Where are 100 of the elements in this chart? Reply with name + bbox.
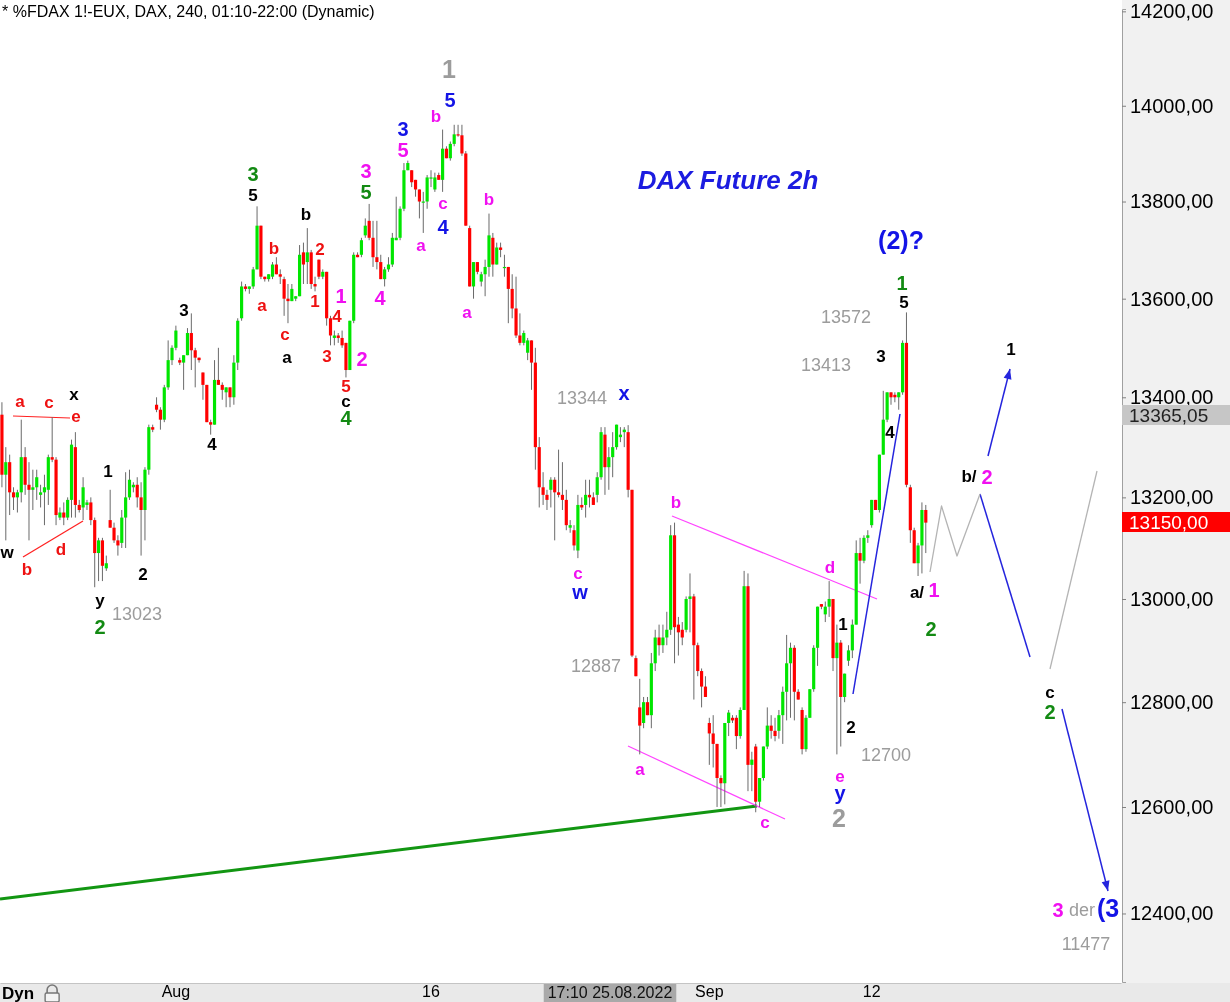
annotation: 3: [360, 160, 372, 182]
annotation: 1: [1006, 339, 1016, 359]
annotation: 2: [315, 240, 325, 260]
annotation: b: [300, 204, 312, 224]
annotation: b: [670, 492, 682, 512]
candlestick: [611, 431, 615, 478]
candlestick: [765, 706, 769, 750]
candlestick: [843, 673, 847, 703]
annotation: 13413: [800, 355, 852, 375]
annotation: a: [635, 759, 646, 779]
annotation: 2: [1044, 701, 1056, 723]
annotation: 1: [335, 285, 347, 307]
candlestick: [549, 476, 553, 508]
candlestick: [657, 624, 661, 657]
candlestick: [572, 524, 576, 552]
x-tick-label: Sep: [695, 983, 724, 1001]
y-tick-label: 14200,00: [1130, 0, 1214, 23]
annotation: 5: [899, 292, 909, 312]
text: 17:10 25.08.2022: [547, 984, 673, 1001]
candlestick: [506, 266, 510, 324]
candlestick: [827, 580, 831, 618]
text: 13150,00: [1129, 511, 1209, 533]
annotation: 11477: [1061, 934, 1111, 954]
annotation: c: [1045, 682, 1055, 702]
candlestick: [529, 339, 534, 391]
annotation: 2: [981, 466, 993, 488]
annotation: w: [571, 581, 589, 603]
annotation: 2: [138, 564, 148, 584]
annotation: a: [15, 392, 26, 412]
candlestick: [228, 386, 232, 408]
candlestick: [688, 572, 692, 633]
candlestick: [835, 624, 839, 755]
candlestick: [889, 391, 893, 406]
candlestick: [158, 406, 162, 431]
candlestick: [638, 678, 642, 755]
annotation: b/: [961, 466, 977, 486]
annotation: a: [257, 295, 268, 315]
candlestick: [553, 476, 557, 541]
y-tick-label: 12400,00: [1130, 902, 1214, 925]
candlestick: [700, 667, 704, 708]
annotation: 5: [444, 89, 456, 111]
annotation: 2: [846, 717, 856, 737]
annotation: b: [268, 238, 280, 258]
annotation: e: [71, 406, 81, 426]
y-tick-label: 13000,00: [1130, 587, 1214, 610]
annotation: c: [760, 812, 770, 832]
candlestick: [781, 686, 785, 745]
candlestick: [224, 386, 228, 408]
candlestick: [495, 242, 499, 266]
candlestick: [584, 479, 588, 519]
candlestick: [31, 469, 35, 511]
annotation: 1: [896, 272, 908, 294]
annotation: 13023: [111, 604, 163, 624]
candlestick: [607, 446, 611, 491]
annotation: b: [483, 189, 495, 209]
annotation: b: [430, 106, 442, 126]
candlestick: [301, 242, 306, 285]
annotation: 13572: [820, 307, 872, 327]
candlestick: [216, 347, 220, 386]
candlestick: [15, 489, 19, 514]
annotation: c: [44, 392, 54, 412]
annotation: 5: [248, 185, 258, 205]
annotation: 3: [322, 346, 332, 366]
annotation: a: [282, 347, 293, 367]
annotation: c: [438, 193, 448, 213]
annotation: der: [1068, 900, 1096, 920]
annotation: 2: [832, 804, 846, 832]
candlestick: [707, 717, 711, 766]
annotation: 5: [360, 180, 372, 203]
y-tick-label: 14000,00: [1130, 94, 1214, 117]
x-tick-label: Aug: [161, 983, 191, 1001]
annotation: 12700: [860, 745, 912, 765]
annotation: d: [55, 539, 67, 559]
candlestick: [182, 354, 186, 391]
candlestick: [703, 675, 708, 698]
candlestick: [66, 496, 70, 521]
candlestick: [62, 501, 66, 526]
annotation: x: [69, 384, 80, 404]
annotation: 2: [94, 616, 106, 638]
candlestick: [193, 347, 197, 388]
annotation: 13344: [556, 388, 608, 408]
annotation: 1: [928, 579, 940, 601]
annotation: c: [280, 324, 290, 344]
annotation: 3: [179, 300, 189, 320]
annotation: a: [462, 302, 473, 322]
candlestick: [189, 312, 193, 371]
annotation: a/: [909, 582, 925, 602]
candlestick: [452, 124, 456, 147]
annotation: 4: [437, 216, 450, 238]
y-tick-label: 12800,00: [1130, 691, 1214, 714]
annotation: 4: [332, 306, 343, 326]
candlestick: [11, 486, 16, 511]
candlestick: [4, 446, 8, 541]
annotation: 12887: [570, 656, 622, 676]
annotation: w: [0, 542, 15, 562]
candlestick: [560, 461, 565, 511]
candlestick: [139, 481, 143, 557]
candlestick: [305, 227, 309, 285]
candlestick: [858, 537, 862, 585]
annotation: 3: [876, 346, 886, 366]
